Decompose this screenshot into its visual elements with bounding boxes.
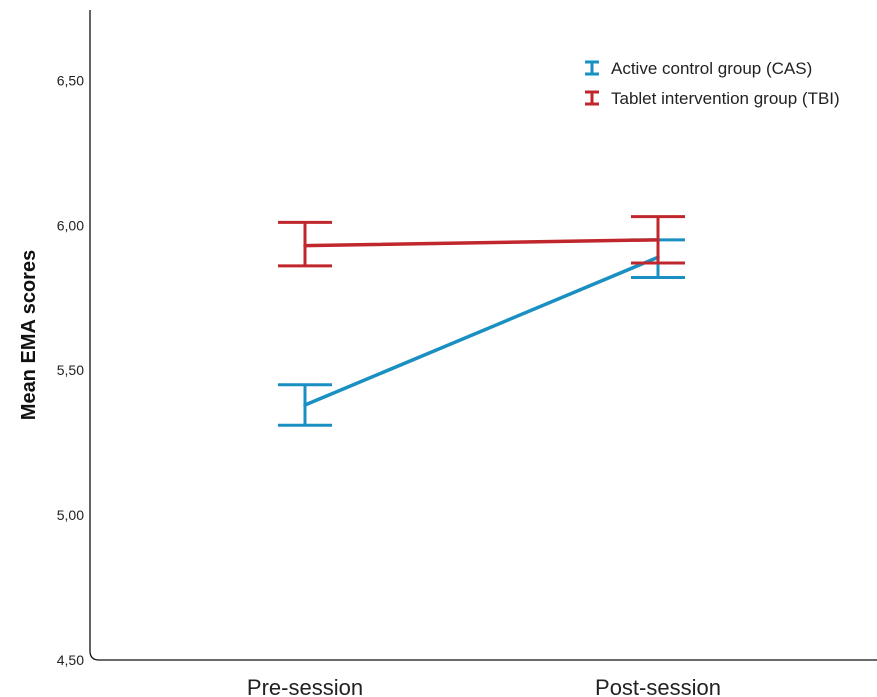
series-layer: [278, 215, 685, 427]
legend-item: Active control group (CAS): [585, 59, 812, 78]
series-1: [278, 238, 685, 427]
axis-frame: [89, 10, 877, 661]
y-ticks: 4,50 5,00 5,50 6,00 6,50: [57, 72, 84, 668]
x-category-label: Post-session: [595, 675, 721, 697]
legend: Active control group (CAS) Tablet interve…: [585, 59, 840, 108]
series-line: [303, 255, 660, 407]
y-tick-label: 4,50: [57, 652, 84, 668]
axes: [89, 10, 877, 661]
y-tick-label: 5,50: [57, 362, 84, 378]
series-2: [278, 215, 685, 268]
legend-item: Tablet intervention group (TBI): [585, 89, 840, 108]
y-tick-label: 6,00: [57, 217, 84, 233]
series-line: [303, 238, 660, 248]
y-tick-label: 5,00: [57, 507, 84, 523]
y-tick-label: 6,50: [57, 72, 84, 88]
legend-label: Active control group (CAS): [611, 59, 812, 78]
x-category-label: Pre-session: [247, 675, 363, 697]
y-axis-label: Mean EMA scores: [18, 250, 40, 420]
x-categories: Pre-session Post-session: [247, 675, 721, 697]
legend-label: Tablet intervention group (TBI): [611, 89, 840, 108]
